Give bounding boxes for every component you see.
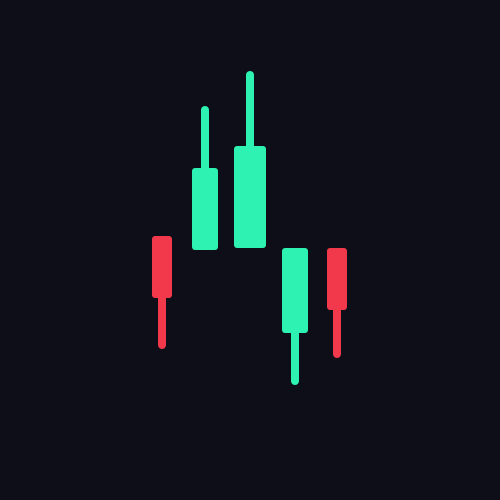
candlestick-chart-icon <box>152 71 347 385</box>
candle-1-bearish <box>152 236 172 349</box>
candle-body <box>327 248 347 310</box>
candle-2-bullish <box>192 106 218 250</box>
candle-body <box>234 146 266 248</box>
candle-body <box>282 248 308 333</box>
candle-3-bullish <box>234 71 266 248</box>
candle-body <box>152 236 172 298</box>
candle-4-bullish <box>282 248 308 385</box>
candle-body <box>192 168 218 250</box>
candle-5-bearish <box>327 248 347 358</box>
